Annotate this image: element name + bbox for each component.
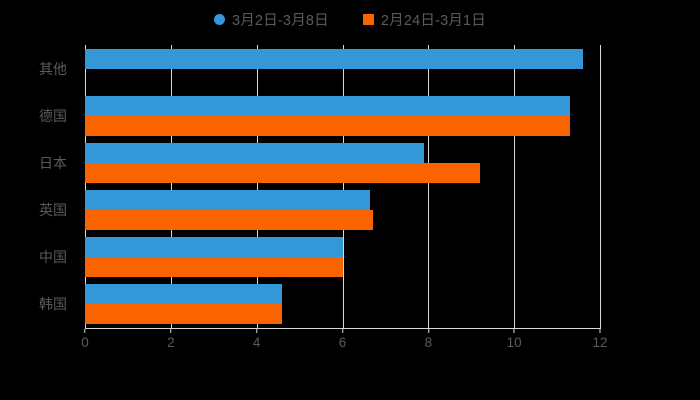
legend-label-series-1: 3月2日-3月8日: [231, 12, 329, 29]
gridline-2: [170, 45, 172, 328]
x-tick-mark: [341, 329, 343, 333]
bar-series-2[interactable]: [85, 210, 373, 231]
plot-area: [85, 45, 601, 328]
legend-dot-icon: [213, 13, 225, 25]
x-tick-12: 12: [592, 329, 608, 350]
x-tick-mark: [427, 329, 429, 333]
x-tick-label: 6: [338, 335, 347, 350]
bar-group: [85, 187, 600, 234]
gridline-6: [342, 45, 344, 328]
bar-rows: [85, 45, 600, 328]
x-axis-ticks: 0 2 4 6 8 10 12: [81, 329, 608, 353]
bar-series-1[interactable]: [85, 95, 570, 116]
y-axis-label-5: 韩国: [39, 296, 67, 313]
bar-series-2[interactable]: [85, 162, 480, 183]
x-tick-8: 8: [424, 329, 433, 350]
x-tick-label: 2: [167, 335, 175, 350]
y-axis-category-labels: 其他 德国 日本 英国 中国 韩国: [0, 45, 76, 328]
gridline-8: [428, 45, 430, 328]
legend-label-series-2: 2月24日-3月1日: [380, 12, 487, 29]
x-axis-line: [85, 328, 601, 329]
x-tick-label: 12: [592, 335, 608, 350]
bar-series-1[interactable]: [85, 237, 343, 258]
y-axis-label-1: 德国: [39, 107, 67, 124]
x-tick-6: 6: [338, 329, 347, 350]
bar-group: [85, 139, 600, 186]
x-tick-mark: [599, 329, 601, 333]
chart-legend: 3月2日-3月8日 2月24日-3月1日: [0, 6, 700, 32]
bar-series-1[interactable]: [85, 284, 283, 305]
x-tick-2: 2: [167, 329, 175, 350]
legend-item-series-2[interactable]: 2月24日-3月1日: [362, 9, 487, 30]
bar-group: [85, 234, 600, 281]
gridline-0: [85, 45, 86, 328]
bar-group: [85, 281, 600, 328]
y-axis-label-3: 英国: [39, 202, 67, 219]
x-tick-mark: [84, 329, 86, 333]
bar-series-2[interactable]: [85, 115, 570, 136]
bar-series-2[interactable]: [85, 257, 343, 278]
legend-square-icon: [362, 13, 374, 25]
legend-item-series-1[interactable]: 3月2日-3月8日: [213, 9, 329, 30]
bar-group: [85, 45, 600, 92]
bar-series-1[interactable]: [85, 142, 425, 163]
gridline-10: [514, 45, 516, 328]
x-tick-mark: [513, 329, 515, 333]
x-tick-mark: [256, 329, 258, 333]
x-tick-mark: [170, 329, 172, 333]
x-tick-4: 4: [252, 329, 261, 350]
bar-series-1[interactable]: [85, 190, 371, 211]
bar-group: [85, 92, 600, 139]
y-axis-label-0: 其他: [39, 60, 67, 77]
x-tick-0: 0: [81, 329, 89, 350]
gridline-4: [256, 45, 258, 328]
x-tick-label: 0: [81, 335, 89, 350]
x-tick-label: 8: [424, 335, 433, 350]
bar-series-2[interactable]: [85, 304, 283, 325]
y-axis-label-4: 中国: [39, 249, 67, 266]
gridline-12: [600, 45, 601, 328]
x-tick-label: 4: [252, 335, 261, 350]
bar-series-1[interactable]: [85, 48, 583, 69]
x-tick-10: 10: [507, 329, 522, 350]
y-axis-label-2: 日本: [39, 154, 67, 171]
x-tick-label: 10: [506, 335, 522, 350]
